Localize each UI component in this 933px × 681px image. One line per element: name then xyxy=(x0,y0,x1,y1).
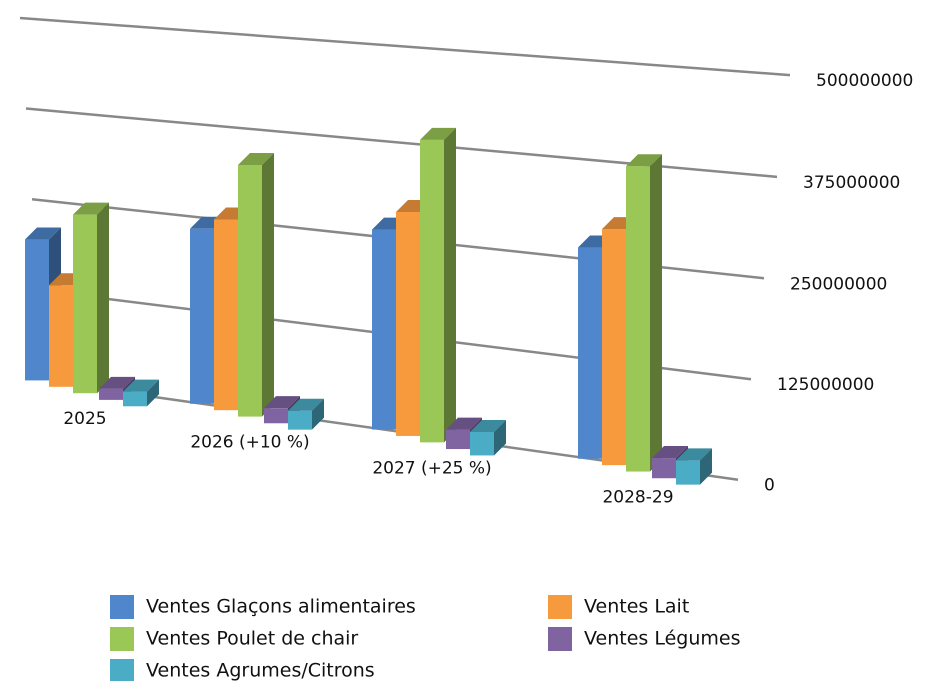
y-tick-label: 500000000 xyxy=(816,71,913,91)
bar-front xyxy=(626,166,650,472)
bar-side xyxy=(312,398,324,430)
x-tick-label: 2026 (+10 %) xyxy=(190,433,309,453)
bar-front xyxy=(123,391,147,407)
bar-front xyxy=(99,388,123,400)
bar-front xyxy=(73,214,97,394)
bar-side xyxy=(650,154,662,472)
y-tick-label: 0 xyxy=(764,476,775,496)
bar-front xyxy=(602,229,626,466)
bar-side xyxy=(494,419,506,456)
grid-line xyxy=(19,16,791,77)
y-tick-label: 250000000 xyxy=(790,274,887,294)
legend-label: Ventes Glaçons alimentaires xyxy=(146,596,416,618)
bar-front xyxy=(470,431,494,456)
y-tick-label: 375000000 xyxy=(803,173,900,193)
bar-front xyxy=(372,229,396,430)
legend-label: Ventes Légumes xyxy=(584,628,740,650)
bar-top xyxy=(420,127,456,140)
legend-label: Ventes Agrumes/Citrons xyxy=(146,660,375,681)
bar-side xyxy=(444,127,456,443)
bar-front xyxy=(676,460,700,485)
bar-front xyxy=(578,247,602,459)
bar xyxy=(420,127,456,443)
grid-line xyxy=(25,107,778,179)
bar xyxy=(676,448,712,485)
bar-side xyxy=(97,202,109,394)
legend-swatch xyxy=(110,659,134,681)
legend-swatch xyxy=(548,627,572,651)
x-tick-label: 2028-29 xyxy=(602,488,673,508)
bar-front xyxy=(446,429,470,450)
bar-side xyxy=(262,152,274,417)
bar-front xyxy=(49,285,73,387)
bar xyxy=(626,154,662,472)
legend-label: Ventes Poulet de chair xyxy=(146,628,358,650)
legend-swatch xyxy=(110,627,134,651)
legend-swatch xyxy=(110,595,134,619)
bar-side xyxy=(700,448,712,485)
bar xyxy=(123,379,159,407)
bar-front xyxy=(288,410,312,430)
bar xyxy=(288,398,324,430)
bar-front xyxy=(25,239,49,381)
bar-front xyxy=(420,139,444,443)
bar-front xyxy=(190,228,214,404)
y-tick-label: 125000000 xyxy=(777,375,874,395)
x-tick-label: 2027 (+25 %) xyxy=(372,458,491,478)
legend-swatch xyxy=(548,595,572,619)
bar xyxy=(73,202,109,394)
legend-label: Ventes Lait xyxy=(584,596,689,618)
bar-side xyxy=(147,379,159,407)
bar-front xyxy=(264,408,288,424)
bar-front xyxy=(396,211,420,436)
bar-front xyxy=(652,458,676,479)
legend: Ventes Glaçons alimentaires Ventes Lait Ve… xyxy=(110,595,740,681)
bar xyxy=(470,419,506,456)
x-tick-label: 2025 xyxy=(63,409,106,429)
bar-front xyxy=(238,164,262,417)
bar xyxy=(238,152,274,417)
bar-front xyxy=(214,219,238,411)
